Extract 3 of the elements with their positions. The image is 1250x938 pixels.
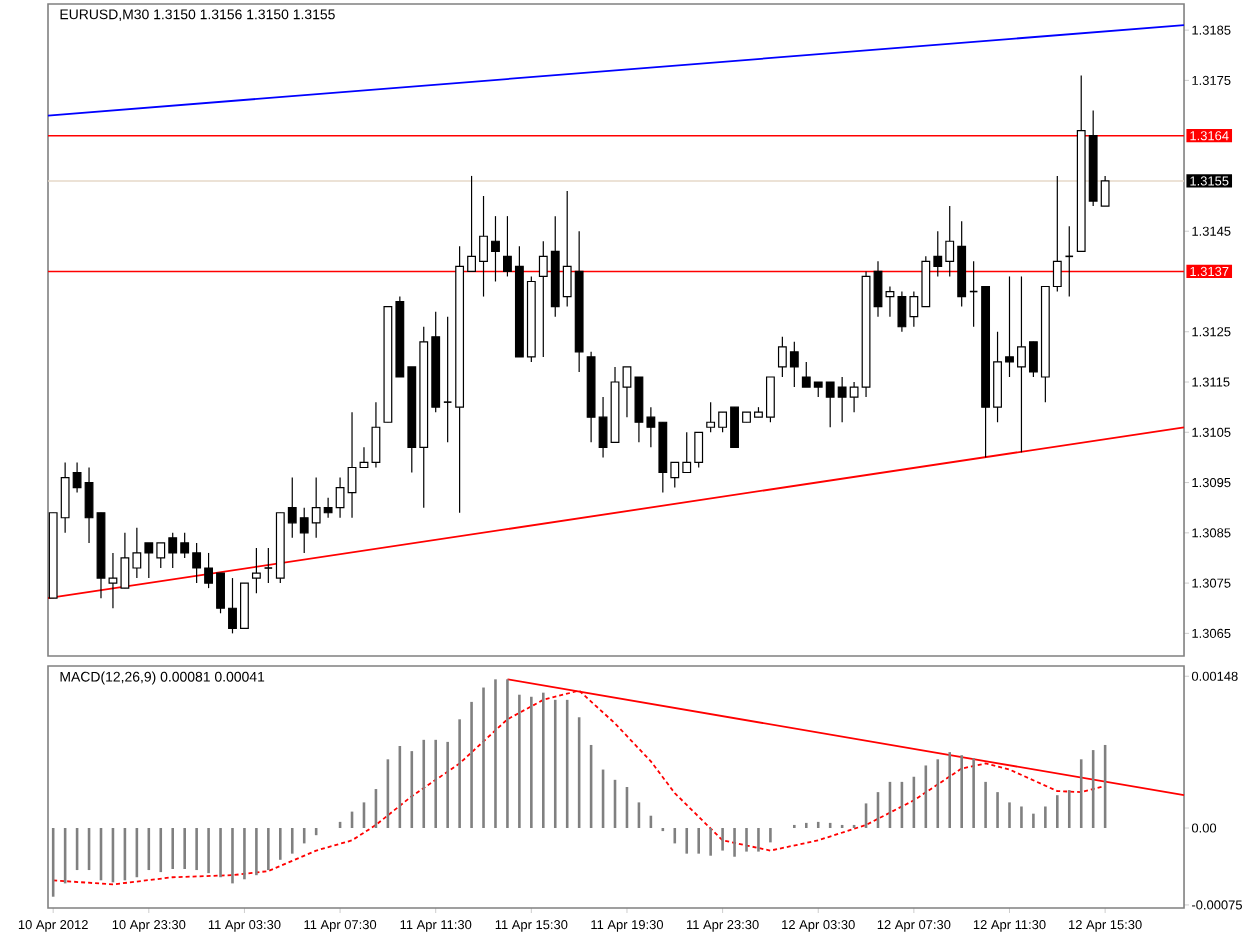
candlestick <box>263 547 273 584</box>
candlestick <box>443 316 453 443</box>
candlestick <box>251 547 261 594</box>
